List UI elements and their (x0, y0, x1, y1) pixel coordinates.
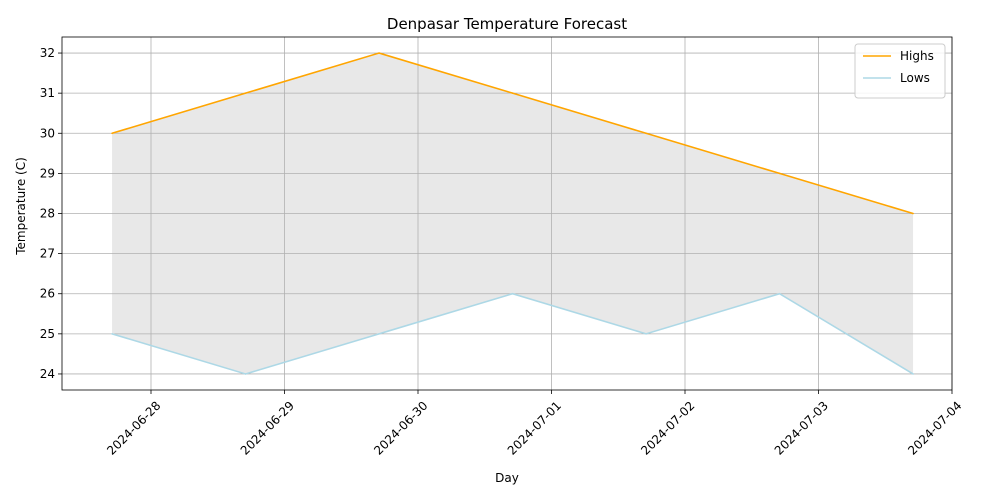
data-point-highs (111, 132, 113, 135)
x-tick-label: 2024-06-28 (104, 399, 163, 458)
x-tick-label: 2024-06-29 (238, 399, 297, 458)
data-point-lows (511, 292, 514, 295)
data-point-highs (511, 92, 514, 94)
series-lines-layer (111, 52, 914, 375)
x-tick-label: 2024-07-04 (905, 399, 964, 458)
data-point-highs (378, 52, 380, 54)
legend-box (854, 43, 946, 99)
y-tick-label: 32 (40, 46, 55, 60)
legend: Highs Lows (854, 43, 946, 99)
data-point-lows (378, 333, 380, 335)
data-point-lows (778, 292, 781, 295)
y-axis-ticks: 24 25 26 27 28 29 30 31 32 (40, 46, 62, 381)
x-axis-ticks: 2024-06-28 2024-06-29 2024-06-30 2024-07-01… (104, 390, 964, 458)
x-tick-label: 2024-06-30 (371, 399, 430, 458)
x-tick-label: 2024-07-02 (638, 399, 697, 458)
x-tick-label: 2024-07-03 (772, 399, 831, 458)
legend-label-highs: Highs (900, 49, 934, 63)
data-point-highs (645, 132, 647, 135)
data-point-lows (111, 333, 113, 335)
x-tick-label: 2024-07-01 (505, 399, 564, 458)
y-tick-label: 24 (40, 367, 55, 381)
data-point-lows (645, 333, 647, 335)
y-tick-label: 28 (40, 207, 55, 221)
data-point-highs (778, 172, 781, 175)
data-point-highs (244, 92, 247, 94)
grid-layer (62, 37, 953, 390)
y-axis-label: Temperature (C) (14, 157, 28, 256)
y-tick-label: 27 (40, 247, 55, 261)
y-tick-label: 26 (40, 287, 55, 301)
y-tick-label: 29 (40, 166, 55, 180)
legend-label-lows: Lows (900, 71, 930, 85)
y-tick-label: 31 (40, 86, 55, 100)
data-point-lows (244, 373, 247, 375)
y-tick-label: 30 (40, 126, 55, 140)
chart-title: Denpasar Temperature Forecast (387, 15, 627, 33)
y-tick-label: 25 (40, 327, 55, 341)
data-point-lows (912, 373, 914, 375)
x-axis-label: Day (495, 471, 519, 485)
data-point-highs (912, 212, 914, 215)
